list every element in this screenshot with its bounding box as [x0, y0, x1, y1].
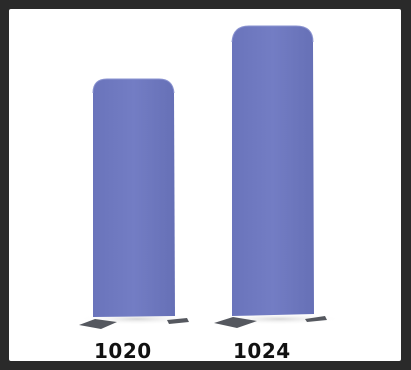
banner-panel-1024 [232, 26, 314, 316]
product-scene [79, 25, 341, 329]
banner-stand-1024 [214, 25, 327, 328]
banner-foot-right-1024 [305, 316, 327, 322]
model-label-1024: 1024 [233, 339, 291, 361]
image-frame: 1020 1024 [9, 9, 401, 361]
banner-foot-right-1020 [167, 318, 189, 324]
banner-foot-left-1020 [79, 319, 117, 329]
banner-panel-edge-1024 [231, 25, 314, 43]
model-label-1020: 1020 [94, 339, 152, 361]
banner-foot-left-1024 [214, 317, 257, 328]
banner-stand-1020 [79, 78, 189, 329]
banner-panel-edge-1020 [92, 78, 175, 94]
banner-panel-1020 [93, 79, 175, 317]
